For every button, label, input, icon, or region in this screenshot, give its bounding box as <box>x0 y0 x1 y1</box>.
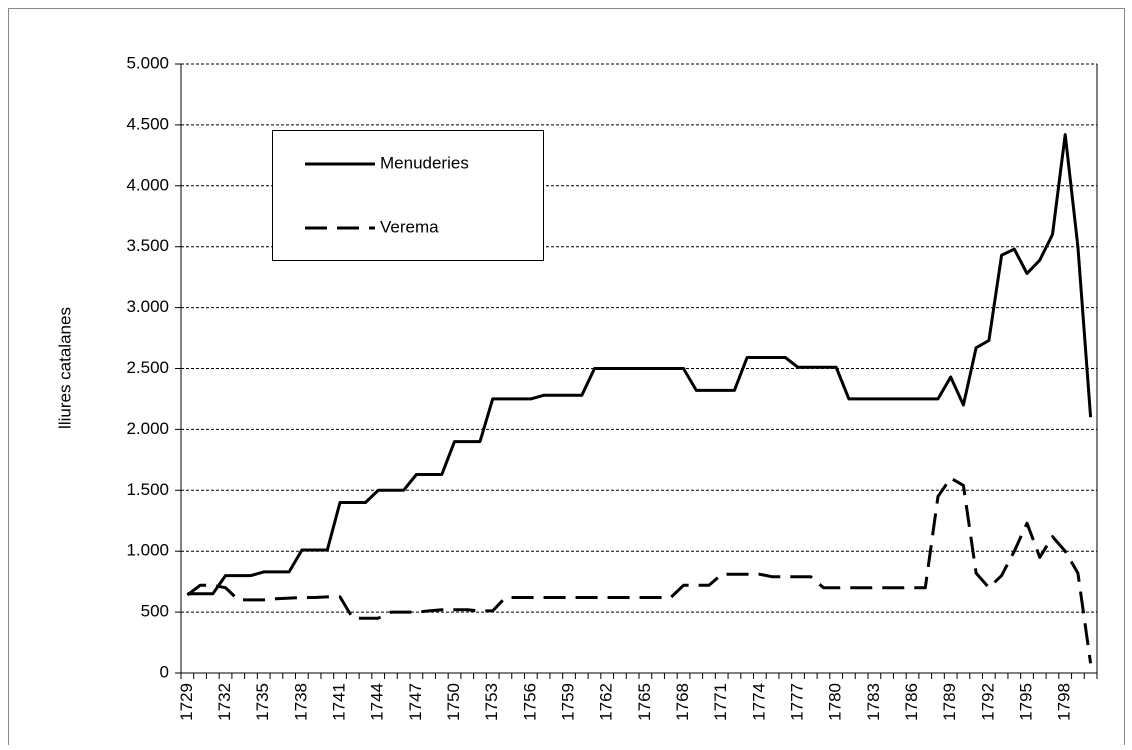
x-tick-label: 1765 <box>635 683 654 721</box>
y-axis-label: lliures catalanes <box>55 307 74 429</box>
x-tick-label: 1762 <box>597 683 616 721</box>
legend-box <box>272 130 544 261</box>
x-tick-label: 1744 <box>368 683 387 721</box>
x-tick-label: 1780 <box>826 683 845 721</box>
chart-border <box>8 8 1125 750</box>
y-tick-label: 2.000 <box>126 419 169 438</box>
x-tick-label: 1747 <box>406 683 425 721</box>
x-tick-label: 1735 <box>253 683 272 721</box>
x-tick-label: 1732 <box>215 683 234 721</box>
x-tick-label: 1789 <box>940 683 959 721</box>
line-series <box>186 476 1093 664</box>
x-tick-label: 1786 <box>902 683 921 721</box>
y-tick-label: 3.500 <box>126 236 169 255</box>
x-tick-label: 1798 <box>1055 683 1074 721</box>
line-series <box>187 133 1093 596</box>
y-tick-label: 0 <box>160 662 169 681</box>
y-tick-label: 2.500 <box>126 358 169 377</box>
x-tick-label: 1771 <box>711 683 730 721</box>
x-tick-label: 1792 <box>978 683 997 721</box>
y-tick-label: 500 <box>141 602 169 621</box>
x-tick-label: 1750 <box>444 683 463 721</box>
x-tick-label: 1777 <box>788 683 807 721</box>
x-tick-label: 1768 <box>673 683 692 721</box>
y-tick-label: 1.500 <box>126 480 169 499</box>
x-tick-label: 1741 <box>330 683 349 721</box>
y-tick-label: 1.000 <box>126 541 169 560</box>
y-tick-label: 4.500 <box>126 114 169 133</box>
x-tick-label: 1756 <box>520 683 539 721</box>
legend-label: Verema <box>380 217 439 236</box>
x-tick-label: 1774 <box>749 683 768 721</box>
x-tick-label: 1753 <box>482 683 501 721</box>
x-tick-label: 1783 <box>864 683 883 721</box>
x-tick-label: 1795 <box>1017 683 1036 721</box>
x-tick-label: 1738 <box>291 683 310 721</box>
x-tick-label: 1759 <box>559 683 578 721</box>
y-tick-label: 4.000 <box>126 175 169 194</box>
legend-label: Menuderies <box>380 153 469 172</box>
y-tick-label: 5.000 <box>126 53 169 72</box>
y-tick-label: 3.000 <box>126 297 169 316</box>
x-tick-label: 1729 <box>177 683 196 721</box>
